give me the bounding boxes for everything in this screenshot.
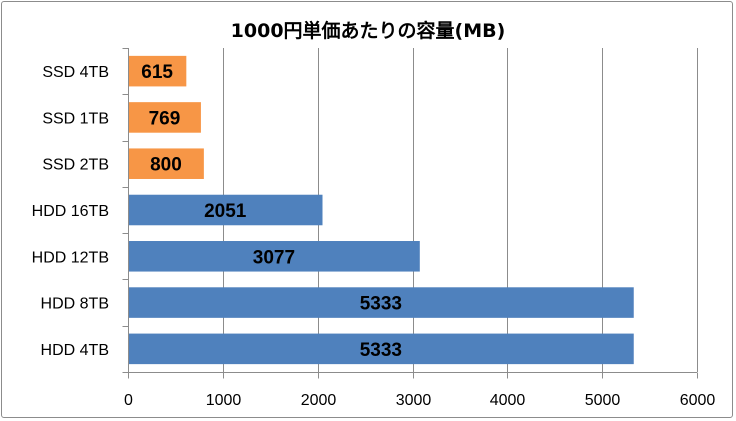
bar-hdd-12tb — [128, 241, 420, 272]
category-label: HDD 8TB — [41, 296, 109, 313]
bar-ssd-1tb — [128, 102, 201, 133]
x-tick-label: 3000 — [396, 392, 432, 409]
bar-ssd-2tb — [128, 148, 204, 179]
x-tick-label: 1000 — [206, 392, 242, 409]
axes — [122, 48, 698, 379]
category-label: HDD 16TB — [32, 203, 109, 220]
category-label: SSD 2TB — [42, 157, 109, 174]
data-label: 5333 — [360, 294, 402, 315]
data-label: 5333 — [360, 340, 402, 361]
chart-title: 1000円単価あたりの容量(MB) — [231, 19, 506, 42]
data-label: 2051 — [204, 201, 247, 222]
bar-ssd-4tb — [128, 55, 187, 87]
x-tick-label: 5000 — [585, 392, 621, 409]
category-label: SSD 1TB — [42, 110, 109, 127]
labels: 615 SSD 4TB 769 SSD 1TB 800 SSD 2TB 2051 HDD 16… — [32, 62, 716, 409]
gridlines — [223, 48, 698, 372]
data-label: 769 — [149, 108, 181, 129]
bar-hdd-8tb — [128, 287, 634, 318]
bar-hdd-4tb — [128, 333, 634, 365]
category-label: SSD 4TB — [42, 64, 109, 81]
data-label: 800 — [150, 155, 182, 176]
category-label: HDD 4TB — [41, 342, 109, 359]
bars — [128, 55, 634, 365]
x-tick-label: 2000 — [301, 392, 337, 409]
data-label: 3077 — [253, 247, 295, 268]
x-tick-label: 0 — [124, 392, 133, 409]
x-tick-label: 4000 — [490, 392, 526, 409]
category-label: HDD 12TB — [32, 249, 109, 266]
data-label: 615 — [141, 62, 173, 83]
bar-hdd-16tb — [128, 194, 323, 226]
x-tick-label: 6000 — [680, 392, 716, 409]
